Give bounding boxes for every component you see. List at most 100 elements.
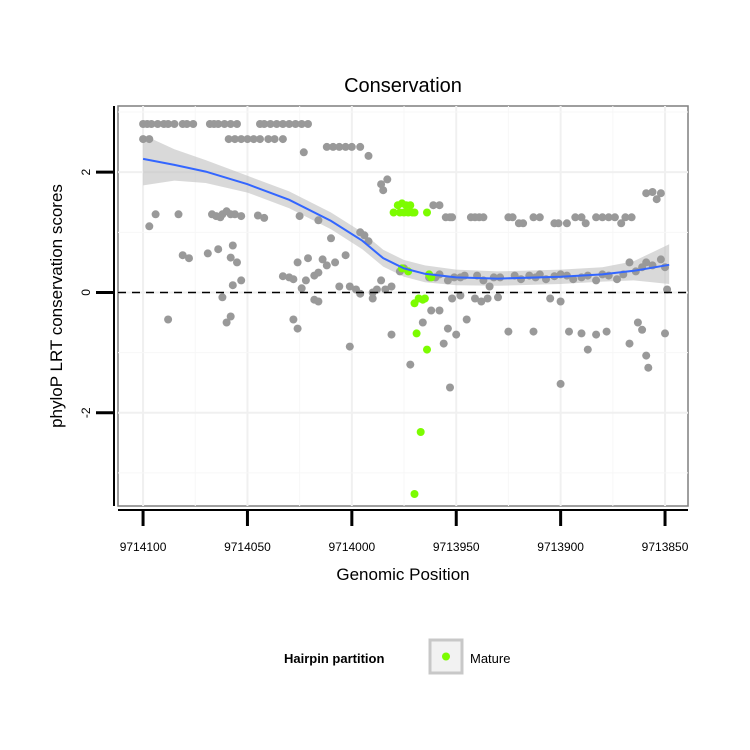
y-tick-label: 2	[79, 169, 93, 176]
data-point-mature	[423, 208, 431, 217]
data-point-other	[304, 120, 312, 128]
data-point-other	[485, 282, 494, 291]
data-point-other	[583, 345, 592, 354]
data-point-other	[214, 120, 223, 128]
data-point-other	[226, 253, 235, 262]
data-point-other	[529, 213, 538, 222]
data-point-other	[377, 180, 386, 189]
data-point-other	[285, 120, 294, 128]
data-point-other	[452, 330, 461, 339]
data-point-other	[592, 213, 601, 222]
x-tick-label: 9714000	[328, 540, 375, 554]
data-point-other	[272, 120, 281, 128]
data-point-other	[504, 327, 513, 336]
data-point-other	[406, 360, 415, 369]
data-point-other	[642, 189, 651, 198]
data-point-other	[291, 120, 300, 128]
data-point-other	[260, 120, 269, 128]
data-point-other	[494, 293, 502, 302]
data-point-other	[565, 327, 573, 336]
x-tick-label: 9713950	[433, 540, 480, 554]
data-point-other	[448, 294, 457, 303]
data-point-other	[151, 210, 160, 219]
data-point-other	[364, 151, 373, 160]
data-point-other	[237, 276, 246, 285]
data-point-other	[519, 219, 528, 228]
data-point-other	[627, 213, 636, 222]
data-point-mature	[410, 490, 419, 498]
data-point-other	[314, 216, 323, 225]
data-point-other	[471, 294, 479, 303]
data-point-other	[147, 120, 156, 128]
data-point-other	[139, 135, 148, 144]
data-point-other	[446, 383, 454, 392]
data-point-other	[429, 201, 438, 210]
data-point-other	[439, 339, 448, 348]
data-point-other	[289, 275, 298, 284]
data-point-other	[153, 120, 162, 128]
data-point-other	[222, 318, 231, 327]
data-point-other	[360, 231, 369, 240]
data-point-other	[270, 135, 279, 144]
data-point-other	[297, 120, 306, 128]
legend-entry-mature: Mature	[470, 651, 510, 666]
data-point-other	[164, 120, 173, 128]
data-point-other	[377, 276, 386, 285]
data-point-other	[556, 297, 565, 306]
data-point-other	[610, 213, 619, 222]
data-point-other	[233, 120, 241, 128]
data-point-other	[456, 291, 465, 300]
data-point-other	[243, 135, 252, 144]
data-point-other	[220, 120, 229, 128]
data-point-other	[314, 297, 323, 306]
data-point-other	[435, 306, 444, 315]
data-point-other	[483, 294, 492, 303]
data-point-other	[535, 213, 544, 222]
data-point-other	[592, 276, 601, 285]
data-point-other	[642, 258, 651, 267]
data-point-other	[529, 327, 538, 336]
data-point-other	[278, 135, 287, 144]
data-point-other	[322, 142, 331, 151]
data-point-other	[182, 120, 191, 128]
data-point-other	[517, 275, 525, 284]
data-point-other	[230, 135, 239, 144]
data-point-other	[387, 330, 396, 339]
data-point-other	[581, 219, 590, 228]
data-point-other	[656, 255, 665, 264]
data-point-other	[278, 120, 287, 128]
data-point-other	[230, 210, 239, 219]
legend: Hairpin partition Mature	[284, 638, 510, 675]
data-point-other	[383, 175, 392, 184]
data-point-other	[341, 251, 350, 260]
data-point-mature	[416, 428, 425, 436]
data-point-other	[278, 272, 287, 281]
data-point-mature	[412, 329, 421, 338]
data-point-other	[170, 120, 179, 128]
data-point-other	[345, 282, 354, 291]
data-point-other	[418, 318, 427, 327]
data-point-other	[648, 188, 657, 196]
data-point-other	[228, 241, 237, 250]
data-point-other	[224, 135, 233, 144]
data-point-other	[341, 142, 350, 151]
data-point-other	[638, 325, 647, 334]
data-point-other	[372, 285, 381, 294]
data-point-other	[314, 268, 323, 277]
data-point-other	[356, 289, 365, 298]
data-point-other	[427, 306, 436, 315]
data-point-other	[656, 189, 665, 198]
data-point-other	[602, 327, 611, 336]
x-axis-label: Genomic Position	[336, 565, 469, 584]
x-axis: 9714100 9714050 9714000 9713950 9713900 97138…	[118, 509, 689, 554]
data-point-other	[554, 219, 563, 228]
data-point-other	[331, 258, 340, 267]
data-point-other	[174, 210, 183, 219]
data-point-other	[435, 201, 444, 210]
data-point-other	[577, 213, 586, 222]
data-point-other	[592, 330, 601, 339]
data-point-other	[185, 254, 193, 263]
data-point-other	[304, 254, 312, 263]
data-point-other	[233, 258, 241, 267]
